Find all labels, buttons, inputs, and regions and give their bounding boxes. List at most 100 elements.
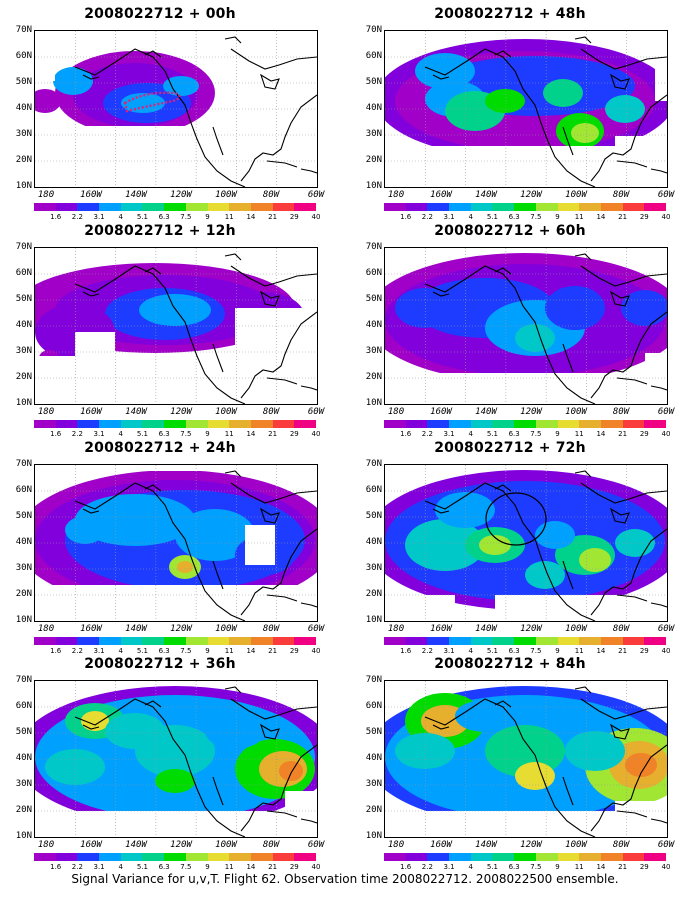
longitude-label: 120W [520, 407, 542, 417]
no-data-area [35, 465, 317, 471]
latitude-label: 60N [365, 51, 382, 61]
colorbar-label: 4 [118, 863, 123, 871]
map-area [384, 30, 668, 188]
coastline [610, 290, 630, 307]
colorbar-swatch [579, 420, 601, 428]
colorbar-label: 7.5 [530, 430, 542, 438]
longitude-label: 180 [37, 407, 55, 417]
variance-contour [515, 762, 555, 790]
colorbar-label: 1.6 [50, 213, 62, 221]
coastline [562, 560, 574, 590]
colorbar-label: 11 [224, 647, 234, 655]
coastline [494, 50, 512, 58]
latitude-label: 10N [15, 831, 32, 841]
longitude-label: 160W [430, 190, 452, 200]
colorbar-label: 14 [246, 647, 256, 655]
coastline [240, 311, 317, 399]
colorbar-swatch [250, 203, 273, 211]
latitude-label: 40N [15, 320, 32, 330]
colorbar-label: 6.3 [158, 430, 170, 438]
latitude-label: 70N [15, 459, 32, 469]
colorbar-label: 4 [118, 647, 123, 655]
coastline [212, 560, 224, 590]
colorbar-label: 40 [311, 430, 321, 438]
coastline [610, 73, 630, 90]
colorbar-swatch [405, 420, 428, 428]
map-area [384, 680, 668, 838]
longitude-label: 160W [430, 624, 452, 634]
colorbar-swatch [384, 853, 406, 861]
longitude-label: 60W [657, 624, 675, 634]
colorbar-swatch [579, 637, 601, 645]
panel-title: 2008022712 + 36h [84, 656, 236, 672]
colorbar-label: 6.3 [158, 213, 170, 221]
colorbar-swatch [557, 420, 580, 428]
colorbar-label: 4 [468, 863, 473, 871]
map-area [34, 247, 318, 405]
colorbar-label: 1.6 [50, 430, 62, 438]
coastline [494, 484, 512, 492]
colorbar-swatch [644, 637, 666, 645]
colorbar-label: 5.1 [486, 863, 499, 871]
colorbar-swatch [492, 853, 515, 861]
coastline [300, 385, 317, 391]
longitude-label: 140W [475, 624, 497, 634]
colorbar-label: 6.3 [158, 863, 170, 871]
latitude-label: 50N [15, 511, 32, 521]
colorbar-label: 11 [574, 430, 584, 438]
no-data-area [35, 51, 55, 81]
colorbar-swatch [272, 853, 295, 861]
colorbar-label: 14 [596, 430, 606, 438]
map-area [34, 464, 318, 622]
coastline [144, 50, 162, 58]
coastline [580, 482, 667, 504]
colorbar-label: 7.5 [180, 863, 192, 871]
colorbar-swatch [622, 420, 645, 428]
coastline [432, 724, 450, 730]
colorbar-swatch [557, 203, 580, 211]
no-data-area [385, 595, 455, 621]
variance-contour [75, 494, 195, 546]
colorbar-swatch [229, 853, 251, 861]
variance-map [385, 681, 667, 837]
colorbar-swatch [272, 420, 295, 428]
coastline [494, 267, 512, 275]
latitude-label: 70N [365, 459, 382, 469]
colorbar-swatch [492, 637, 515, 645]
variance-contour [571, 123, 599, 143]
coastline [616, 594, 648, 602]
colorbar-swatch [557, 853, 580, 861]
coastline [574, 470, 592, 478]
variance-contour [435, 492, 495, 528]
colorbar-label: 21 [268, 647, 278, 655]
variance-contour [415, 53, 475, 89]
colorbar-label: 29 [289, 430, 299, 438]
colorbar-label: 9 [205, 863, 210, 871]
colorbar-label: 4 [118, 213, 123, 221]
longitude-label: 180 [387, 190, 405, 200]
no-data-area [285, 791, 317, 837]
colorbar-swatch [142, 853, 165, 861]
longitude-label: 120W [170, 190, 192, 200]
longitude-label: 100W [215, 840, 237, 850]
coastline [74, 265, 246, 404]
colorbar-label: 5.1 [486, 647, 499, 655]
colorbar-swatch [185, 203, 208, 211]
colorbar-label: 11 [574, 863, 584, 871]
coastline [260, 723, 280, 740]
colorbar-swatch [405, 637, 428, 645]
longitude-label: 140W [125, 190, 147, 200]
colorbar-label: 9 [205, 430, 210, 438]
colorbar-label: 2.2 [421, 430, 433, 438]
colorbar-swatch [579, 853, 601, 861]
colorbar-label: 40 [661, 647, 671, 655]
latitude-label: 40N [15, 753, 32, 763]
longitude-label: 140W [475, 840, 497, 850]
longitude-label: 180 [37, 624, 55, 634]
colorbar-labels: 1.6 2.2 3.1 4 5.1 6.3 7.5 9 11 14 21 29 40 [384, 647, 670, 656]
longitude-label: 120W [170, 840, 192, 850]
latitude-label: 70N [365, 25, 382, 35]
colorbar-label: 1.6 [400, 213, 412, 221]
coastline [300, 602, 317, 608]
latitude-label: 60N [15, 485, 32, 495]
